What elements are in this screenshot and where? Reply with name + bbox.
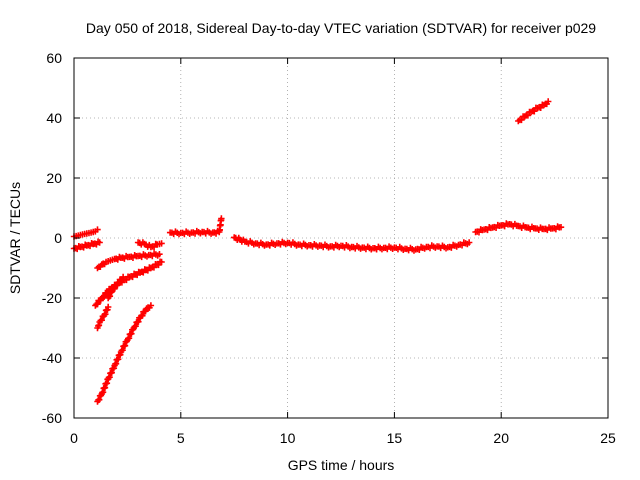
series-s10 — [231, 234, 473, 254]
series-s5 — [94, 303, 112, 332]
data-point — [158, 240, 165, 247]
data-point — [119, 347, 126, 354]
series-s9 — [166, 215, 225, 238]
series-s7 — [104, 273, 127, 302]
y-tick-label: -40 — [42, 350, 62, 366]
y-tick-label: -20 — [42, 290, 62, 306]
data-point — [125, 335, 133, 342]
data-point — [96, 396, 103, 403]
data-point — [139, 312, 146, 319]
data-point — [465, 239, 473, 246]
x-tick-label: 25 — [600, 430, 616, 446]
series-s3 — [94, 250, 163, 272]
series-s8 — [134, 239, 165, 251]
y-axis-label: SDTVAR / TECUs — [7, 182, 23, 294]
data-point — [119, 273, 127, 281]
data-point — [128, 330, 135, 337]
data-point — [111, 285, 118, 292]
series-s11 — [472, 220, 565, 236]
series-s12 — [515, 98, 552, 125]
y-tick-label: 0 — [54, 230, 62, 246]
data-point — [218, 215, 225, 222]
data-point — [98, 317, 105, 324]
data-points — [70, 98, 565, 405]
data-point — [518, 116, 525, 124]
data-point — [557, 224, 565, 231]
y-tick-label: 60 — [46, 50, 62, 66]
x-axis-label: GPS time / hours — [288, 457, 395, 473]
x-tick-label: 10 — [280, 430, 296, 446]
x-tick-label: 0 — [70, 430, 78, 446]
series-s2 — [70, 238, 103, 253]
data-point — [115, 280, 123, 287]
data-point — [135, 318, 142, 325]
data-point — [132, 323, 139, 330]
data-point — [158, 258, 165, 266]
y-tick-label: 40 — [46, 110, 62, 126]
chart-title: Day 050 of 2018, Sidereal Day-to-day VTE… — [86, 20, 596, 36]
data-point — [104, 303, 112, 311]
data-point — [121, 342, 129, 349]
x-tick-label: 5 — [177, 430, 185, 446]
x-tick-label: 15 — [387, 430, 403, 446]
y-tick-label: 20 — [46, 170, 62, 186]
grid — [74, 58, 608, 418]
data-point — [156, 251, 163, 258]
data-point — [106, 293, 114, 300]
x-tick-label: 20 — [493, 430, 509, 446]
series-s6 — [94, 302, 155, 405]
data-point — [524, 112, 532, 119]
data-point — [94, 301, 101, 308]
axis-ticks: 0 5 10 15 20 25 -60 -40 -20 0 20 40 60 — [42, 50, 616, 446]
y-tick-label: -60 — [42, 410, 62, 426]
data-point — [94, 226, 101, 233]
data-point — [147, 302, 155, 309]
data-point — [96, 239, 103, 246]
data-point — [544, 98, 552, 105]
data-point — [531, 108, 538, 115]
